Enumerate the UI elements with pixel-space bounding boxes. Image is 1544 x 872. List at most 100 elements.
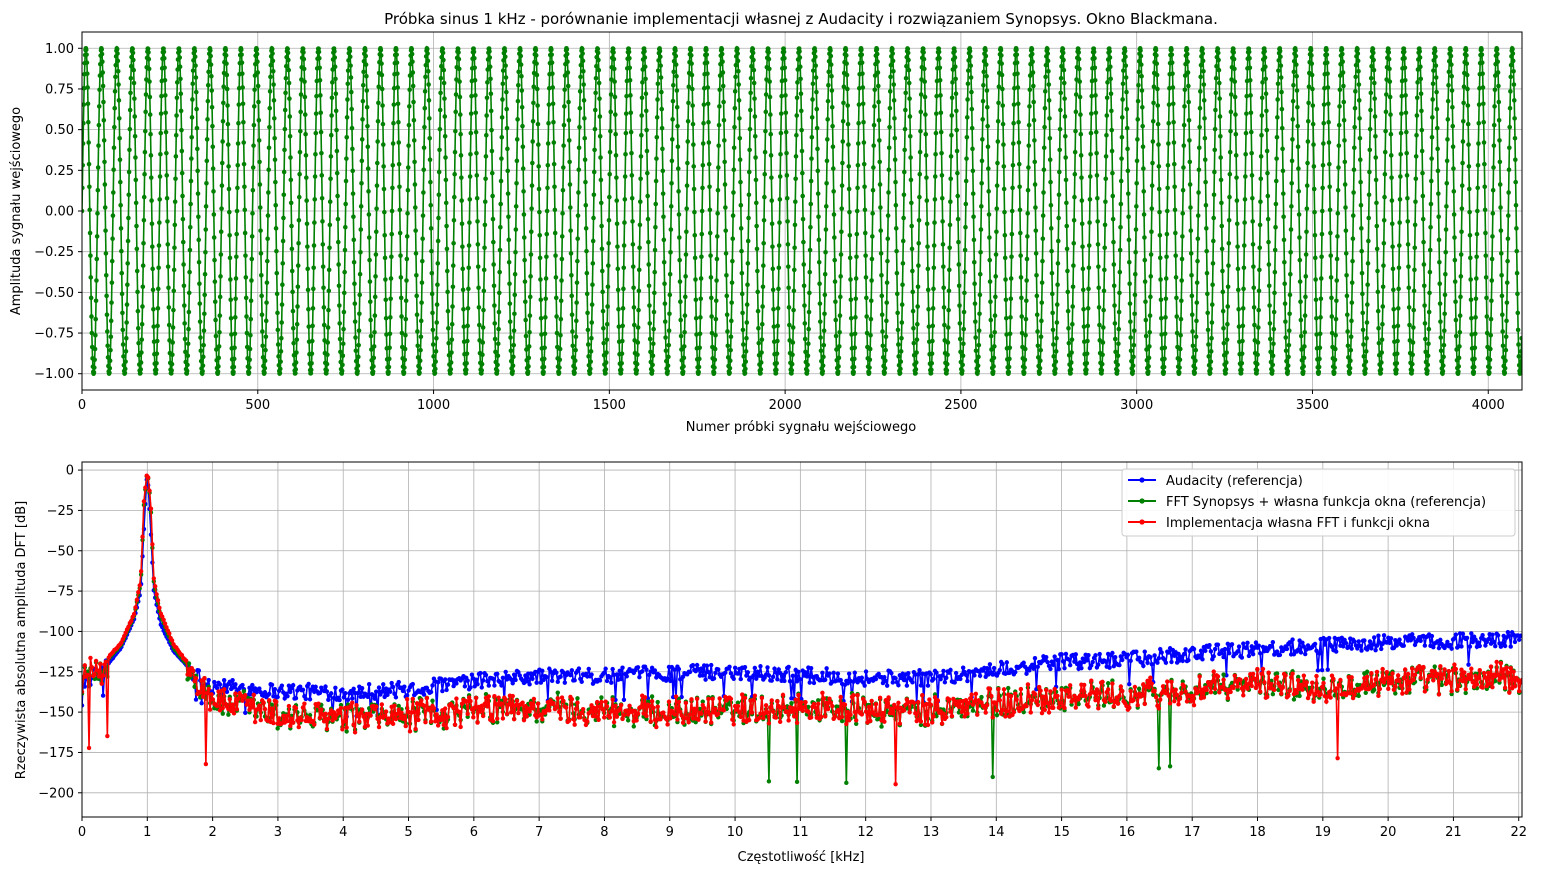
top-sample-point (1497, 182, 1503, 187)
top-sample-point (243, 295, 249, 301)
top-sample-point (843, 47, 849, 53)
top-sample-point (95, 165, 101, 170)
top-sample-point (521, 212, 527, 217)
top-sample-point (423, 62, 429, 68)
top-sample-point (924, 175, 929, 180)
top-sample-point (234, 231, 239, 237)
top-sample-point (249, 234, 255, 239)
bottom-spectrum-point (991, 665, 997, 671)
top-sample-point (1141, 166, 1146, 171)
top-sample-point (1056, 192, 1062, 198)
top-sample-point (981, 58, 987, 64)
top-sample-point (909, 223, 914, 229)
top-sample-point (810, 68, 816, 73)
bottom-spectrum-point (82, 703, 85, 708)
top-sample-point (180, 193, 185, 199)
top-sample-point (103, 228, 108, 233)
top-sample-point (274, 270, 280, 276)
top-sample-point (397, 207, 403, 213)
bottom-spectrum-point (939, 673, 945, 678)
top-sample-point (628, 93, 633, 98)
top-sample-point (1402, 65, 1408, 71)
bottom-spectrum-point (393, 695, 399, 700)
top-sample-point (1417, 55, 1423, 60)
top-sample-point (412, 205, 418, 210)
top-sample-point (358, 204, 364, 209)
top-sample-point (541, 364, 547, 370)
top-sample-point (737, 157, 743, 163)
top-sample-point (1102, 245, 1107, 251)
top-sample-point (147, 79, 152, 84)
top-sample-point (1420, 216, 1426, 222)
top-sample-point (813, 63, 819, 68)
top-sample-point (396, 140, 402, 145)
top-sample-point (565, 83, 571, 89)
bottom-spectrum-point (803, 670, 808, 675)
top-sample-point (692, 232, 698, 238)
top-sample-point (821, 328, 827, 333)
top-sample-point (311, 243, 317, 248)
top-sample-point (406, 122, 412, 128)
top-sample-point (1242, 197, 1248, 202)
top-sample-point (495, 341, 501, 347)
top-sample-point (1327, 207, 1333, 213)
top-sample-point (674, 88, 680, 93)
top-sample-point (251, 143, 256, 148)
top-sample-point (1250, 219, 1255, 224)
top-sample-point (812, 48, 818, 54)
top-sample-point (1468, 277, 1473, 282)
top-sample-point (639, 132, 644, 138)
top-sample-point (1421, 239, 1426, 245)
top-sample-point (250, 187, 256, 193)
top-sample-point (596, 57, 601, 63)
top-sample-point (758, 367, 764, 372)
top-sample-point (573, 347, 578, 353)
top-sample-point (605, 284, 611, 290)
bottom-spectrum-point (1045, 659, 1050, 665)
top-sample-point (154, 338, 160, 344)
top-sample-point (452, 171, 457, 177)
top-sample-point (759, 350, 764, 355)
top-sample-point (497, 290, 502, 296)
top-sample-point (952, 49, 957, 54)
bottom-spectrum-point (313, 684, 318, 690)
top-sample-point (344, 134, 350, 140)
top-sample-point (488, 108, 494, 114)
top-sample-point (95, 211, 100, 216)
top-sample-point (1305, 160, 1310, 166)
top-sample-point (324, 368, 329, 373)
top-sample-point (523, 317, 528, 323)
top-sample-point (1239, 351, 1245, 356)
top-sample-point (915, 284, 921, 290)
top-sample-point (742, 370, 748, 376)
top-sample-point (863, 253, 868, 258)
top-sample-point (861, 140, 867, 145)
top-sample-point (1157, 232, 1163, 238)
top-sample-point (698, 276, 704, 281)
top-sample-point (560, 165, 566, 170)
top-sample-point (577, 89, 583, 94)
bottom-spectrum-point (1128, 658, 1133, 663)
top-sample-point (289, 223, 294, 229)
top-sample-point (1339, 47, 1345, 52)
bottom-spectrum-point (499, 683, 504, 688)
top-sample-point (162, 77, 168, 83)
top-sample-point (1235, 244, 1240, 249)
top-sample-point (1125, 168, 1131, 174)
top-sample-point (463, 370, 469, 376)
top-sample-point (1211, 192, 1217, 198)
top-sample-point (722, 138, 727, 143)
top-sample-point (1368, 90, 1374, 96)
top-sample-point (1101, 288, 1107, 294)
top-sample-point (1366, 238, 1371, 244)
top-sample-point (1050, 310, 1055, 316)
top-sample-point (738, 179, 743, 185)
top-sample-point (650, 353, 656, 359)
top-sample-point (763, 109, 769, 115)
top-sample-point (1519, 335, 1522, 341)
top-sample-point (189, 115, 195, 120)
top-sample-point (976, 354, 981, 360)
bottom-spectrum-point (965, 678, 970, 684)
bottom-spectrum-point (444, 687, 449, 693)
top-sample-point (802, 321, 808, 326)
